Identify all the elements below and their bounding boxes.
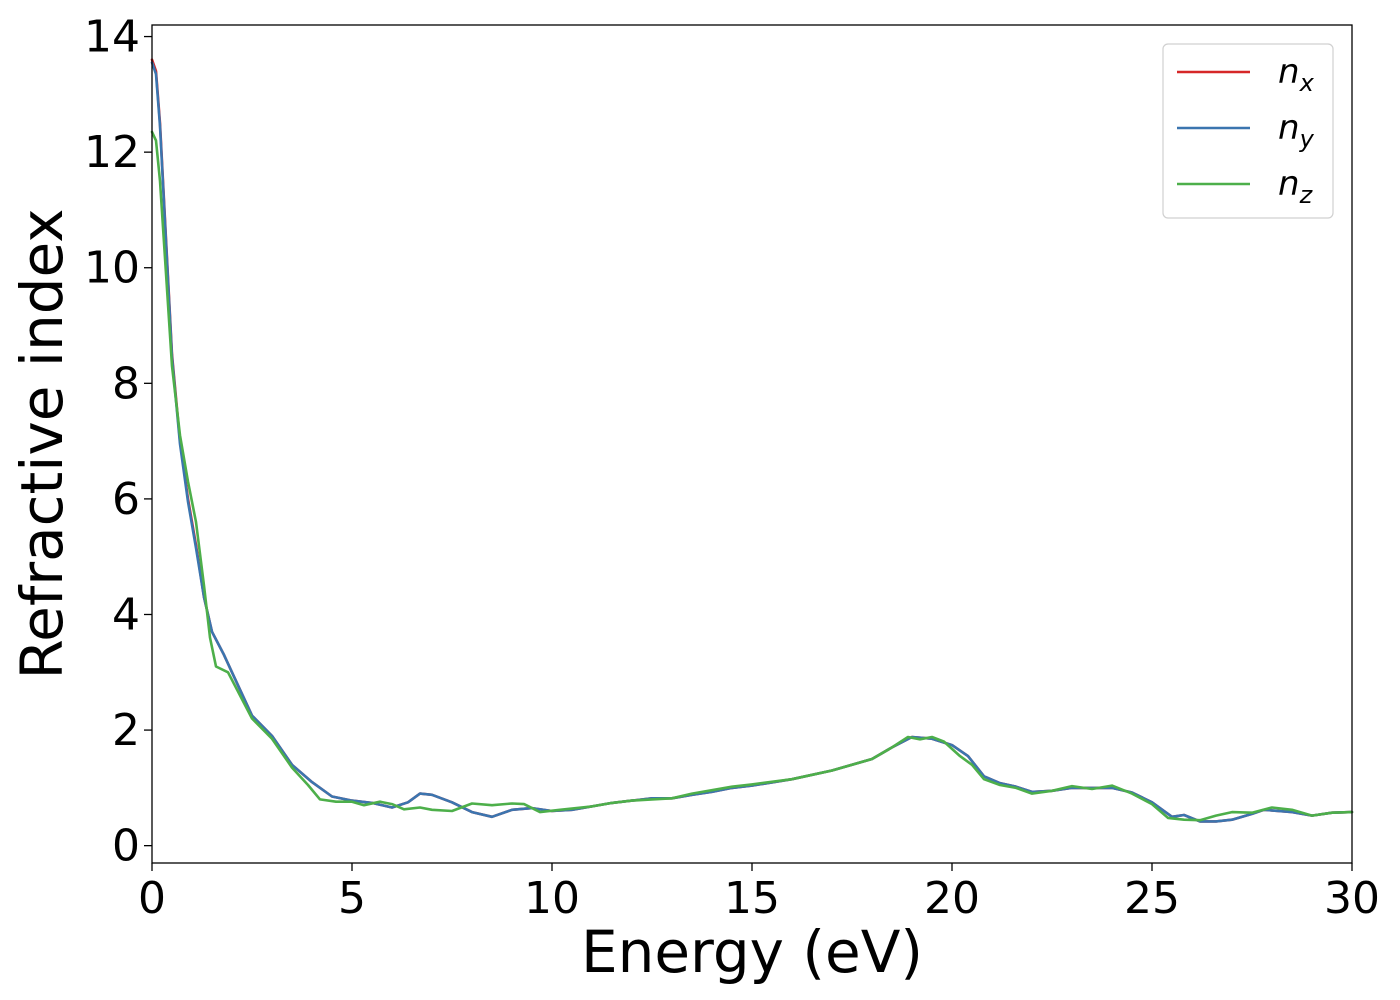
y-tick-label: 2 bbox=[112, 705, 140, 756]
legend: nx ny nz bbox=[1162, 43, 1334, 219]
x-tick-label: 5 bbox=[338, 873, 366, 924]
y-tick-label: 4 bbox=[112, 589, 140, 640]
x-tick-label: 15 bbox=[724, 873, 780, 924]
y-axis-label: Refractive index bbox=[8, 208, 76, 679]
plot-frame bbox=[151, 24, 1353, 864]
x-axis-ticks: 0 5 10 15 20 25 30 bbox=[138, 863, 1380, 924]
y-axis-ticks: 0 2 4 6 8 10 12 14 bbox=[84, 12, 152, 872]
plot-background bbox=[152, 25, 1352, 863]
series-line-nz bbox=[150, 130, 1354, 822]
x-tick-label: 25 bbox=[1124, 873, 1180, 924]
legend-label-nx: nx bbox=[1278, 52, 1315, 97]
y-tick-label: 8 bbox=[112, 358, 140, 409]
x-tick-label: 30 bbox=[1324, 873, 1380, 924]
y-tick-label: 10 bbox=[84, 243, 140, 294]
legend-label-ny: ny bbox=[1278, 108, 1315, 153]
x-axis-label: Energy (eV) bbox=[581, 918, 923, 986]
x-tick-label: 10 bbox=[524, 873, 580, 924]
series-layer bbox=[150, 58, 1354, 823]
x-tick-label: 20 bbox=[924, 873, 980, 924]
y-tick-label: 12 bbox=[84, 127, 140, 178]
y-tick-label: 14 bbox=[84, 12, 140, 63]
legend-label-nz: nz bbox=[1278, 164, 1314, 209]
legend-box bbox=[1162, 43, 1334, 219]
x-tick-label: 0 bbox=[138, 873, 166, 924]
y-tick-label: 6 bbox=[112, 474, 140, 525]
y-tick-label: 0 bbox=[112, 821, 140, 872]
